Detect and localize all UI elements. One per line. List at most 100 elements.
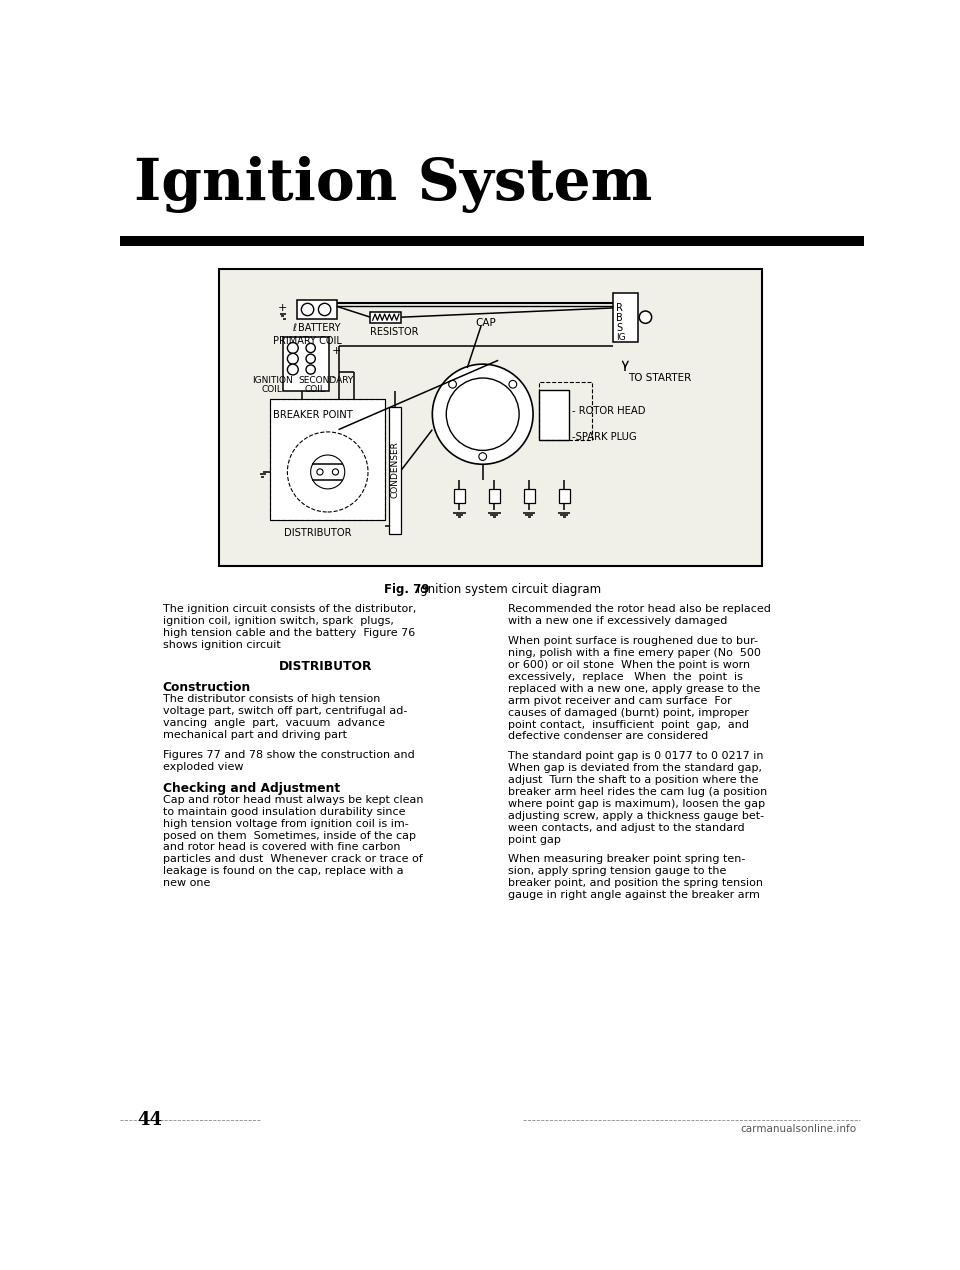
Text: S: S (616, 324, 622, 333)
Bar (371, 312, 401, 323)
Text: B: B (616, 314, 623, 324)
Text: where point gap is maximum), loosen the gap: where point gap is maximum), loosen the … (508, 799, 764, 809)
Circle shape (301, 304, 314, 316)
Text: causes of damaged (burnt) point, improper: causes of damaged (burnt) point, imprope… (508, 707, 749, 718)
Text: +: + (331, 347, 341, 357)
Text: Recommended the rotor head also be replaced: Recommended the rotor head also be repla… (508, 605, 770, 615)
Text: adjusting screw, apply a thickness gauge bet-: adjusting screw, apply a thickness gauge… (508, 810, 763, 820)
Circle shape (306, 343, 315, 353)
Bar (219, 269, 761, 566)
Text: DISTRIBUTOR: DISTRIBUTOR (284, 528, 351, 538)
Text: to maintain good insulation durability since: to maintain good insulation durability s… (162, 806, 405, 817)
Text: IG: IG (616, 333, 626, 343)
Text: The standard point gap is 0 0177 to 0 0217 in: The standard point gap is 0 0177 to 0 02… (508, 751, 763, 761)
Text: Cap and rotor head must always be kept clean: Cap and rotor head must always be kept c… (162, 795, 423, 805)
Text: particles and dust  Whenever crack or trace of: particles and dust Whenever crack or tra… (162, 855, 422, 865)
Bar (489, 489, 500, 503)
Text: - ROTOR HEAD: - ROTOR HEAD (572, 406, 645, 417)
Text: RESISTOR: RESISTOR (371, 328, 419, 338)
Text: When measuring breaker point spring ten-: When measuring breaker point spring ten- (508, 855, 745, 865)
Bar (271, 399, 385, 521)
Bar (120, 235, 864, 245)
Text: When point surface is roughened due to bur-: When point surface is roughened due to b… (508, 636, 757, 646)
Text: BATTERY: BATTERY (299, 324, 341, 333)
Bar (283, 338, 329, 391)
Text: Ignition System: Ignition System (134, 156, 653, 213)
Circle shape (509, 381, 516, 389)
Text: -: - (331, 372, 336, 382)
Bar (612, 292, 637, 342)
Circle shape (639, 311, 652, 324)
Text: gauge in right angle against the breaker arm: gauge in right angle against the breaker… (508, 890, 759, 900)
Text: excessively,  replace   When  the  point  is: excessively, replace When the point is (508, 672, 742, 682)
Text: point contact,  insufficient  point  gap,  and: point contact, insufficient point gap, a… (508, 720, 749, 729)
Text: breaker arm heel rides the cam lug (a position: breaker arm heel rides the cam lug (a po… (508, 787, 767, 798)
Bar (559, 489, 569, 503)
Text: When gap is deviated from the standard gap,: When gap is deviated from the standard g… (508, 763, 761, 773)
Circle shape (287, 364, 299, 375)
Text: COIL: COIL (261, 385, 282, 394)
Text: shows ignition circuit: shows ignition circuit (162, 640, 280, 650)
Text: The distributor consists of high tension: The distributor consists of high tension (162, 695, 380, 705)
Text: mechanical part and driving part: mechanical part and driving part (162, 730, 347, 740)
Bar (540, 382, 592, 439)
Circle shape (448, 381, 456, 389)
Text: carmanualsonline.info: carmanualsonline.info (740, 1124, 856, 1134)
Text: Construction: Construction (162, 682, 251, 695)
Text: Figures 77 and 78 show the construction and: Figures 77 and 78 show the construction … (162, 751, 415, 759)
Text: or 600) or oil stone  When the point is worn: or 600) or oil stone When the point is w… (508, 660, 750, 669)
Circle shape (306, 354, 315, 363)
Text: The ignition circuit consists of the distributor,: The ignition circuit consists of the dis… (162, 605, 416, 615)
Text: vancing  angle  part,  vacuum  advance: vancing angle part, vacuum advance (162, 719, 385, 729)
Circle shape (319, 304, 331, 316)
Text: leakage is found on the cap, replace with a: leakage is found on the cap, replace wit… (162, 866, 403, 876)
Text: ignition coil, ignition switch, spark  plugs,: ignition coil, ignition switch, spark pl… (162, 616, 394, 626)
Text: arm pivot receiver and cam surface  For: arm pivot receiver and cam surface For (508, 696, 732, 706)
Text: point gap: point gap (508, 834, 561, 845)
Circle shape (332, 469, 339, 475)
Text: sion, apply spring tension gauge to the: sion, apply spring tension gauge to the (508, 866, 726, 876)
Text: Ignition system circuit diagram: Ignition system circuit diagram (413, 583, 601, 596)
Circle shape (479, 452, 487, 461)
Circle shape (306, 364, 315, 375)
Text: high tension cable and the battery  Figure 76: high tension cable and the battery Figur… (162, 629, 415, 639)
Text: -SPARK PLUG: -SPARK PLUG (572, 432, 636, 442)
Text: +: + (278, 304, 287, 314)
Text: CONDENSER: CONDENSER (391, 442, 399, 498)
Text: replaced with a new one, apply grease to the: replaced with a new one, apply grease to… (508, 683, 760, 693)
Circle shape (287, 353, 299, 364)
Text: SECONDARY: SECONDARY (299, 376, 353, 385)
Bar (271, 399, 385, 521)
Text: ning, polish with a fine emery paper (No  500: ning, polish with a fine emery paper (No… (508, 648, 760, 658)
Text: with a new one if excessively damaged: with a new one if excessively damaged (508, 616, 727, 626)
Text: BREAKER POINT: BREAKER POINT (273, 410, 352, 419)
Bar (454, 489, 465, 503)
Text: defective condenser are considered: defective condenser are considered (508, 732, 708, 742)
Circle shape (446, 378, 519, 451)
Text: ℓ: ℓ (292, 324, 296, 333)
Text: Fig. 79: Fig. 79 (383, 583, 429, 596)
Text: breaker point, and position the spring tension: breaker point, and position the spring t… (508, 879, 762, 888)
Text: and rotor head is covered with fine carbon: and rotor head is covered with fine carb… (162, 842, 400, 852)
Bar (524, 489, 535, 503)
Text: DISTRIBUTOR: DISTRIBUTOR (278, 660, 372, 673)
Text: CAP: CAP (475, 318, 495, 328)
Text: 44: 44 (137, 1111, 162, 1129)
Circle shape (432, 364, 533, 465)
Text: PRIMARY COIL: PRIMARY COIL (274, 335, 343, 345)
Text: high tension voltage from ignition coil is im-: high tension voltage from ignition coil … (162, 819, 408, 828)
Text: adjust  Turn the shaft to a position where the: adjust Turn the shaft to a position wher… (508, 775, 758, 785)
Text: R: R (616, 304, 623, 314)
Bar (389, 406, 401, 533)
Text: exploded view: exploded view (162, 762, 243, 772)
Text: posed on them  Sometimes, inside of the cap: posed on them Sometimes, inside of the c… (162, 831, 416, 841)
Text: COIL: COIL (304, 385, 325, 394)
Circle shape (287, 343, 299, 353)
Text: TO STARTER: TO STARTER (629, 372, 691, 382)
Circle shape (317, 469, 324, 475)
Text: voltage part, switch off part, centrifugal ad-: voltage part, switch off part, centrifug… (162, 706, 407, 716)
Text: new one: new one (162, 879, 210, 888)
Text: IGNITION: IGNITION (252, 376, 293, 385)
Text: Checking and Adjustment: Checking and Adjustment (162, 781, 340, 795)
Bar (297, 300, 337, 319)
